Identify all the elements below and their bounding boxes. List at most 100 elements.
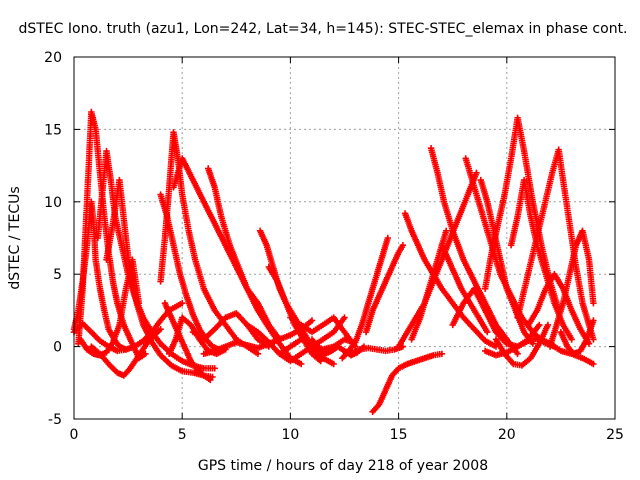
series-arc <box>427 145 521 357</box>
series-arc <box>339 234 391 362</box>
data-point <box>321 323 325 327</box>
data-point <box>332 362 335 366</box>
data-point <box>462 301 465 305</box>
data-point <box>98 339 102 343</box>
data-point <box>271 265 275 269</box>
data-point <box>397 367 400 370</box>
data-point <box>451 301 455 305</box>
data-point <box>566 345 569 348</box>
data-point <box>397 345 400 348</box>
data-point <box>568 222 571 225</box>
data-point <box>436 258 439 262</box>
data-point <box>310 330 314 334</box>
data-point <box>122 374 126 377</box>
data-point <box>323 352 327 356</box>
data-point <box>436 171 439 175</box>
data-point <box>473 280 476 283</box>
data-point <box>85 200 89 204</box>
x-tick-label: 10 <box>281 427 299 443</box>
data-point <box>505 287 509 290</box>
data-point <box>377 403 381 406</box>
data-point <box>535 309 539 312</box>
data-point <box>193 258 197 262</box>
data-point <box>423 356 426 360</box>
data-point <box>516 316 519 319</box>
data-point <box>172 186 175 189</box>
series-arc <box>492 321 552 369</box>
series-arc <box>88 326 164 379</box>
data-point <box>77 342 80 346</box>
data-point <box>360 323 364 327</box>
data-point <box>483 309 487 312</box>
data-point <box>384 388 387 392</box>
data-point <box>206 167 210 170</box>
data-point <box>505 351 509 354</box>
data-point <box>310 319 314 322</box>
data-point <box>509 157 513 160</box>
data-point <box>198 327 201 331</box>
data-point <box>256 330 260 334</box>
data-point <box>483 349 487 353</box>
data-point <box>468 301 472 305</box>
data-point <box>159 327 162 331</box>
data-point <box>144 352 147 356</box>
grid-lines <box>74 57 615 419</box>
data-point <box>159 280 162 283</box>
data-point <box>310 352 314 356</box>
data-point <box>299 352 303 356</box>
data-point <box>405 362 409 366</box>
data-point <box>289 316 292 319</box>
data-point <box>449 236 452 240</box>
data-point <box>102 309 106 312</box>
data-point <box>141 339 145 343</box>
axis-ticks: 0 5 10 15 20 25 -5 0 5 10 15 20 <box>44 50 624 443</box>
series-arc <box>438 242 491 336</box>
data-point <box>405 330 409 334</box>
data-point <box>561 323 565 327</box>
data-point <box>542 207 545 211</box>
data-point <box>527 339 530 343</box>
data-point <box>178 272 182 276</box>
data-point <box>276 280 279 283</box>
data-point <box>440 352 444 356</box>
series-arc <box>347 343 407 357</box>
data-point <box>410 229 413 233</box>
y-axis-label: dSTEC / TECUs <box>7 186 23 289</box>
data-point <box>224 243 227 247</box>
data-point <box>418 316 422 319</box>
data-point <box>494 345 498 348</box>
data-point <box>265 243 268 247</box>
data-point <box>499 258 502 262</box>
data-point <box>451 323 455 327</box>
data-point <box>503 193 506 196</box>
data-point <box>511 362 515 366</box>
data-point <box>516 116 519 120</box>
data-point <box>124 236 128 240</box>
data-point <box>310 345 314 348</box>
data-point <box>172 243 175 247</box>
data-point <box>486 330 489 334</box>
series-arc <box>157 129 262 357</box>
data-point <box>131 258 134 262</box>
data-point <box>336 345 340 348</box>
data-point <box>256 338 260 341</box>
data-point <box>180 369 184 373</box>
data-point <box>397 251 400 254</box>
data-point <box>592 338 595 341</box>
data-point <box>128 338 132 341</box>
data-point <box>267 326 271 330</box>
data-point <box>343 316 346 319</box>
data-point <box>111 340 115 344</box>
y-tick-label: 5 <box>53 267 62 283</box>
data-point <box>109 178 113 182</box>
data-point <box>349 352 353 356</box>
data-point <box>105 149 108 153</box>
data-point <box>527 323 530 327</box>
data-point <box>228 243 232 247</box>
data-point <box>137 353 141 357</box>
data-point <box>572 352 576 356</box>
data-point <box>163 236 167 240</box>
data-point <box>94 128 97 131</box>
data-point <box>278 338 281 341</box>
